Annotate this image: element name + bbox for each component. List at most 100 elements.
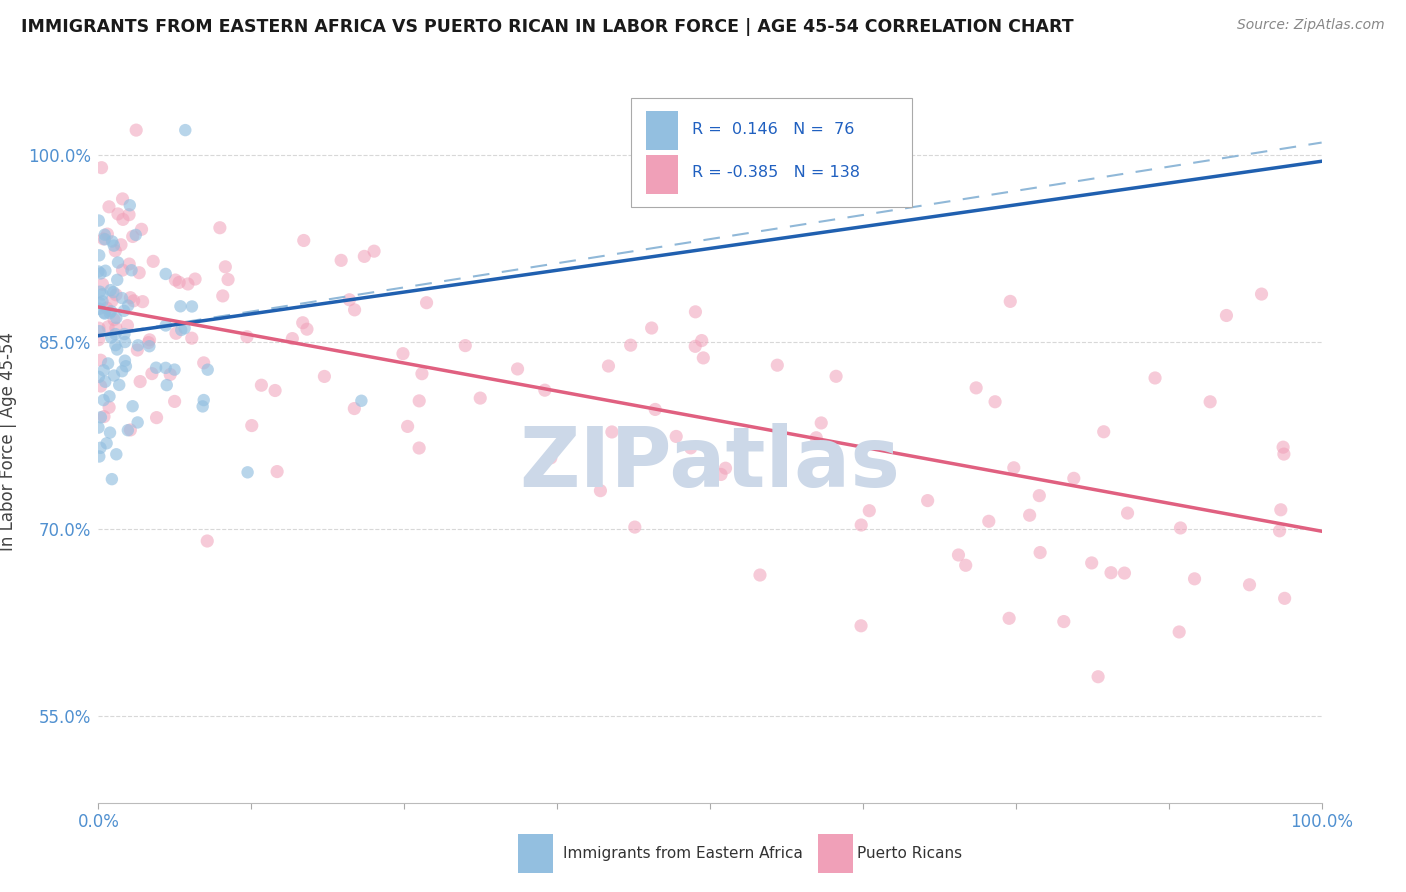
- Point: [714, 461, 737, 475]
- Point: [117, 299, 139, 313]
- Y-axis label: In Labor Force | Age 45-54: In Labor Force | Age 45-54: [0, 332, 17, 551]
- Point: [1272, 447, 1295, 461]
- Point: [173, 321, 195, 335]
- Point: [155, 360, 177, 375]
- Point: [193, 393, 215, 408]
- Point: [87, 321, 110, 335]
- Point: [105, 273, 128, 287]
- Point: [281, 332, 304, 346]
- Point: [174, 123, 197, 137]
- Text: IMMIGRANTS FROM EASTERN AFRICA VS PUERTO RICAN IN LABOR FORCE | AGE 45-54 CORREL: IMMIGRANTS FROM EASTERN AFRICA VS PUERTO…: [21, 18, 1074, 36]
- Point: [749, 568, 772, 582]
- Point: [292, 234, 315, 248]
- Point: [103, 285, 125, 299]
- Point: [1274, 591, 1296, 606]
- Point: [100, 330, 122, 344]
- Point: [156, 378, 179, 392]
- Point: [415, 295, 437, 310]
- Text: Puerto Ricans: Puerto Ricans: [856, 846, 962, 861]
- Point: [1087, 670, 1109, 684]
- Point: [111, 212, 134, 227]
- Point: [94, 232, 117, 246]
- Point: [129, 375, 152, 389]
- Point: [89, 296, 111, 310]
- Point: [100, 304, 122, 318]
- Point: [396, 419, 419, 434]
- Point: [90, 161, 112, 175]
- Point: [165, 326, 187, 341]
- Point: [1002, 460, 1025, 475]
- Point: [998, 611, 1021, 625]
- Point: [105, 287, 128, 301]
- Point: [111, 263, 134, 277]
- Point: [131, 294, 153, 309]
- Point: [353, 249, 375, 263]
- Point: [93, 393, 115, 408]
- Point: [131, 222, 153, 236]
- Point: [111, 291, 134, 305]
- Point: [665, 429, 688, 443]
- Point: [291, 316, 314, 330]
- Point: [118, 208, 141, 222]
- Point: [624, 520, 647, 534]
- Point: [589, 483, 612, 498]
- Point: [1114, 566, 1136, 580]
- Point: [955, 558, 977, 573]
- Point: [98, 306, 121, 320]
- Point: [87, 301, 110, 316]
- Point: [104, 321, 127, 335]
- Point: [392, 346, 415, 360]
- Point: [127, 416, 149, 430]
- Point: [138, 335, 160, 350]
- Point: [264, 384, 287, 398]
- Point: [121, 229, 143, 244]
- Point: [620, 338, 643, 352]
- Point: [89, 450, 111, 464]
- Point: [540, 450, 562, 465]
- Point: [692, 351, 714, 365]
- Point: [138, 339, 160, 353]
- Point: [93, 306, 115, 320]
- Point: [683, 339, 706, 353]
- Text: R =  0.146   N =  76: R = 0.146 N = 76: [692, 122, 853, 136]
- Point: [806, 431, 828, 445]
- Point: [180, 331, 202, 345]
- Point: [1168, 624, 1191, 639]
- Point: [117, 318, 139, 333]
- Point: [197, 362, 219, 376]
- Point: [211, 289, 233, 303]
- Point: [679, 441, 702, 455]
- Point: [89, 248, 111, 262]
- Point: [1080, 556, 1102, 570]
- Text: ZIPatlas: ZIPatlas: [520, 423, 900, 504]
- Point: [90, 267, 112, 281]
- Point: [965, 381, 987, 395]
- Point: [825, 369, 848, 384]
- Point: [105, 310, 128, 325]
- Point: [127, 338, 149, 352]
- Point: [470, 391, 492, 405]
- Point: [101, 472, 124, 486]
- Point: [100, 283, 122, 297]
- Point: [240, 418, 263, 433]
- Point: [105, 343, 128, 357]
- Point: [89, 441, 111, 455]
- Point: [89, 324, 111, 338]
- Point: [217, 272, 239, 286]
- Point: [295, 322, 318, 336]
- Point: [1144, 371, 1167, 385]
- Point: [266, 465, 288, 479]
- Point: [101, 235, 124, 249]
- Point: [191, 400, 214, 414]
- Point: [91, 294, 114, 309]
- Point: [163, 394, 186, 409]
- Point: [1099, 566, 1122, 580]
- Point: [112, 326, 135, 341]
- Point: [125, 123, 148, 137]
- Point: [120, 423, 142, 437]
- Point: [103, 312, 125, 326]
- Point: [103, 368, 125, 383]
- Point: [644, 402, 666, 417]
- Point: [454, 338, 477, 352]
- Point: [411, 367, 433, 381]
